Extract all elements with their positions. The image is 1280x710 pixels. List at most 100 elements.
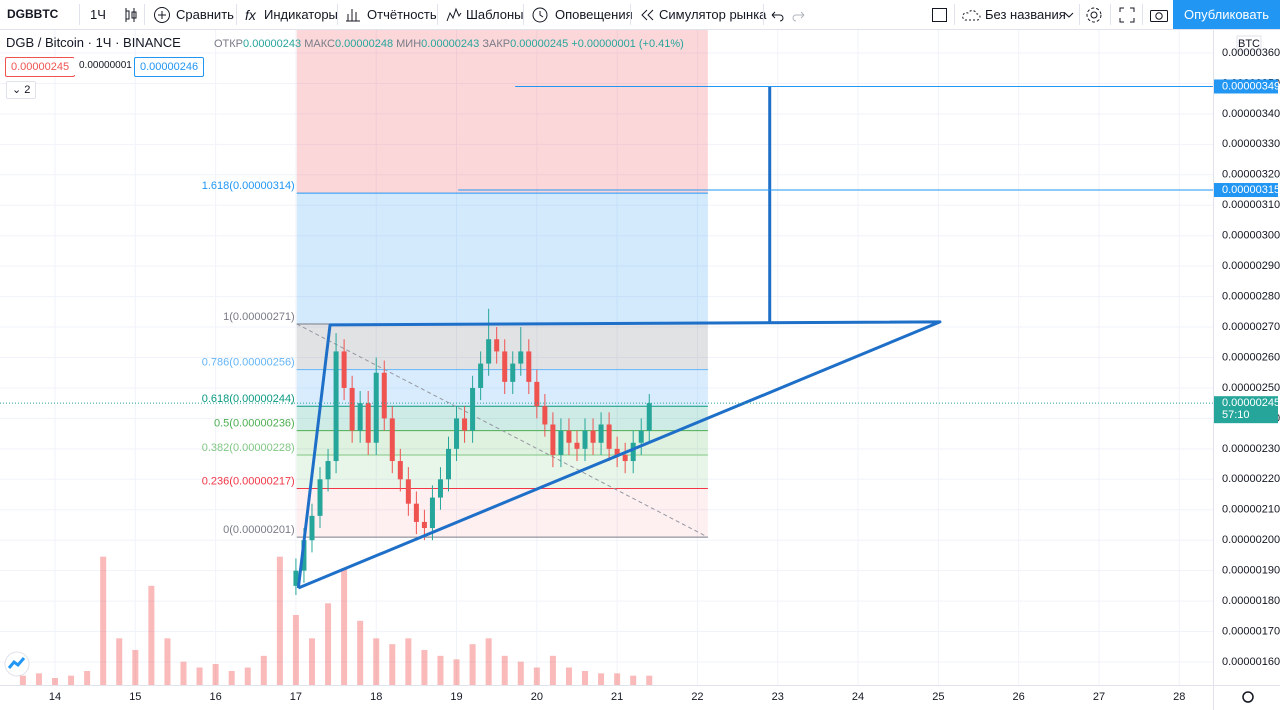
candle-body	[349, 387, 355, 431]
settings-icon[interactable]	[1085, 6, 1103, 24]
volume-bar	[244, 667, 251, 685]
candle-body	[510, 363, 516, 382]
volume-bar	[196, 667, 203, 685]
y-tick-label: 0.00000320	[1222, 169, 1280, 181]
volume-bar	[469, 644, 476, 685]
separator	[437, 4, 438, 25]
candle-body	[389, 418, 395, 462]
x-tick-label: 16	[209, 691, 221, 703]
financials-icon[interactable]	[345, 6, 361, 24]
y-tick-label: 0.00000360	[1222, 47, 1280, 59]
indicators[interactable]: Индикаторы	[264, 7, 338, 22]
volume-bar	[630, 675, 637, 685]
candle-body	[606, 424, 612, 449]
logo-mark	[7, 657, 26, 669]
fib-band	[296, 488, 708, 538]
candle-body	[502, 351, 508, 382]
alerts[interactable]: Оповещения	[555, 7, 633, 22]
x-tick-label: 26	[1013, 691, 1025, 703]
replay-icon[interactable]	[639, 6, 655, 24]
replay[interactable]: Симулятор рынка	[659, 7, 767, 22]
volume-bar	[180, 661, 187, 685]
indicators-toggle[interactable]: ⌄ 2	[6, 81, 37, 99]
candle-body	[478, 363, 484, 388]
compare-icon[interactable]	[153, 6, 171, 24]
x-tick-label: 28	[1173, 691, 1185, 703]
fullscreen-icon[interactable]	[1118, 6, 1136, 24]
volume-bar	[485, 638, 492, 685]
candle-body	[357, 403, 363, 431]
candle-body	[486, 339, 492, 364]
ask-box[interactable]: 0.00000246	[134, 57, 205, 77]
volume-bar	[68, 675, 75, 685]
candle-body	[437, 479, 443, 498]
bid-box[interactable]: 0.00000245	[5, 57, 76, 77]
fib-level-label: 0.236(0.00000217)	[202, 475, 295, 487]
separator	[79, 4, 80, 25]
y-tick-label: 0.00000270	[1222, 321, 1280, 333]
y-tick-label: 0.00000230	[1222, 443, 1280, 455]
undo-redo[interactable]	[768, 6, 808, 24]
volume-bar	[100, 556, 107, 685]
volume-bar	[292, 615, 299, 685]
candle-body	[462, 418, 468, 431]
volume-bar	[614, 673, 621, 685]
candle-body	[566, 430, 572, 443]
interval[interactable]: 1Ч	[90, 7, 106, 22]
volume-bar	[517, 661, 524, 685]
volume-bar	[453, 659, 460, 685]
volume-bar	[116, 638, 123, 685]
x-tick-label: 15	[129, 691, 141, 703]
time-settings-icon[interactable]	[1242, 691, 1254, 703]
x-tick-label: 20	[531, 691, 543, 703]
x-tick-label: 24	[852, 691, 864, 703]
indicators-icon[interactable]: fx	[244, 6, 260, 24]
volume-bar	[325, 603, 332, 685]
volume-bar	[212, 664, 219, 685]
templates-icon[interactable]	[445, 6, 463, 24]
y-tick-label: 0.00000310	[1222, 199, 1280, 211]
volume-bar	[35, 673, 42, 685]
fib-level-label: 0.618(0.00000244)	[202, 393, 295, 405]
volume-bar	[52, 678, 59, 685]
candle-body	[381, 372, 387, 419]
indicators-count: 2	[24, 84, 31, 96]
candle-body	[446, 448, 452, 480]
candle-body	[646, 403, 652, 431]
separator	[954, 4, 955, 25]
fib-level-label: 0.786(0.00000256)	[202, 357, 295, 369]
separator	[236, 4, 237, 25]
x-tick-label: 17	[290, 691, 302, 703]
volume-bar	[19, 675, 26, 685]
candle-body	[526, 351, 532, 382]
volume-bar	[308, 638, 315, 685]
compare[interactable]: Сравнить	[176, 7, 234, 22]
x-tick-label: 14	[49, 691, 61, 703]
volume-bar	[276, 556, 283, 685]
volume-bar	[164, 638, 171, 685]
fib-trend-line	[296, 323, 709, 538]
dropdown-icon[interactable]	[1063, 6, 1075, 24]
fib-band	[296, 193, 708, 325]
currency-label: BTC	[1238, 38, 1260, 50]
x-tick-label: 19	[450, 691, 462, 703]
layout-name[interactable]: Без названия	[985, 7, 1066, 22]
snapshot-icon[interactable]	[1149, 6, 1169, 24]
financials[interactable]: Отчётность	[367, 7, 437, 22]
y-tick-label: 0.00000160	[1222, 656, 1280, 668]
y-tick-label: 0.00000330	[1222, 138, 1280, 150]
cloud-icon[interactable]	[960, 6, 982, 24]
separator	[144, 4, 145, 25]
candle-body	[518, 351, 524, 364]
candle-icon[interactable]	[122, 6, 138, 24]
price-axis-panel	[1213, 30, 1280, 710]
templates[interactable]: Шаблоны	[466, 7, 524, 22]
layout-icon[interactable]	[931, 6, 949, 24]
close-label: ЗАКР	[482, 38, 511, 50]
symbol[interactable]: DGBBTC	[7, 7, 59, 21]
candle-body	[421, 521, 427, 529]
alerts-icon[interactable]	[531, 6, 549, 24]
symbol-legend: DGB / Bitcoin · 1Ч · BINANCE	[6, 35, 181, 50]
low-label: МИН	[396, 38, 422, 50]
publish-button[interactable]: Опубликовать	[1173, 0, 1280, 29]
